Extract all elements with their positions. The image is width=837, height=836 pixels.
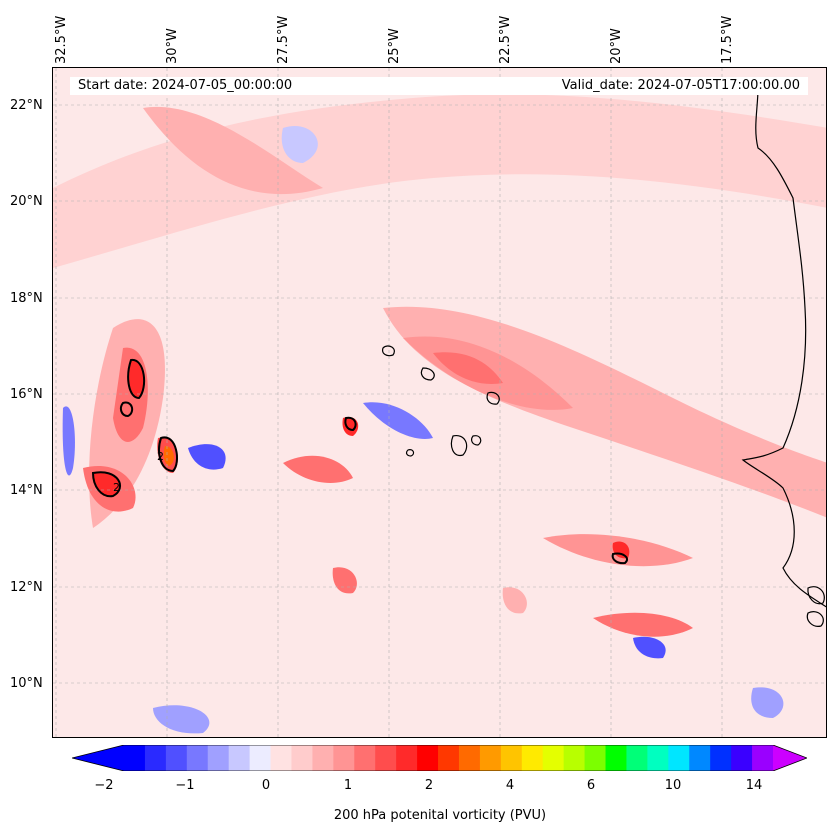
colorbar-segment — [354, 745, 376, 771]
lat-label-18n: 18°N — [10, 291, 43, 306]
pv-2-contours — [91, 359, 629, 565]
colorbar-tick: 1 — [343, 778, 353, 793]
lat-label-22n: 22°N — [10, 98, 43, 113]
colorbar-tick: 0 — [261, 778, 271, 793]
colorbar-segment — [605, 745, 627, 771]
colorbar-segment — [228, 745, 251, 771]
colorbar-segment — [249, 745, 272, 771]
lon-label-30w: 30°W — [165, 28, 180, 64]
lat-label-16n: 16°N — [10, 387, 43, 402]
colorbar-segment — [186, 745, 209, 771]
lat-label-10n: 10°N — [10, 676, 43, 691]
colorbar-segment — [124, 745, 146, 771]
lon-label-25w: 25°W — [387, 28, 402, 64]
map-panel: 2 2 — [52, 67, 827, 738]
lat-label-14n: 14°N — [10, 483, 43, 498]
map-info-bar: Start date: 2024-07-05_00:00:00 Valid_da… — [70, 77, 808, 95]
colorbar-segment — [333, 745, 355, 771]
colorbar-segment — [438, 745, 460, 771]
coastline — [382, 87, 826, 627]
colorbar-segment — [144, 745, 167, 771]
colorbar-tick: 10 — [664, 778, 682, 793]
valid-date-label: Valid_date: 2024-07-05T17:00:00.00 — [561, 78, 800, 93]
colorbar — [71, 744, 809, 772]
colorbar-segment — [584, 745, 607, 771]
pv-field-map: 2 2 — [53, 68, 826, 737]
colorbar-segment — [647, 745, 669, 771]
contour-label: 2 — [113, 481, 120, 494]
colorbar-svg — [71, 744, 809, 772]
colorbar-segment — [291, 745, 313, 771]
lon-label-20w: 20°W — [609, 28, 624, 64]
colorbar-under-arrow — [72, 745, 124, 771]
colorbar-segment — [312, 745, 334, 771]
colorbar-tick: −1 — [175, 778, 195, 793]
contour-label: 2 — [157, 450, 164, 463]
colorbar-segment — [689, 745, 711, 771]
colorbar-tick: 14 — [745, 778, 763, 793]
colorbar-segment — [479, 745, 502, 771]
colorbar-tick: 4 — [505, 778, 515, 793]
colorbar-segment — [626, 745, 648, 771]
start-date-label: Start date: 2024-07-05_00:00:00 — [78, 78, 293, 93]
colorbar-segment — [521, 745, 544, 771]
colorbar-segment — [500, 745, 523, 771]
lon-label-22.5w: 22.5°W — [498, 15, 513, 64]
colorbar-segment — [731, 745, 753, 771]
lat-label-20n: 20°N — [10, 194, 43, 209]
colorbar-title: 200 hPa potenital vorticity (PVU) — [333, 808, 547, 823]
lat-label-12n: 12°N — [10, 580, 43, 595]
colorbar-segment — [542, 745, 565, 771]
colorbar-segment — [165, 745, 188, 771]
colorbar-segment — [375, 745, 397, 771]
colorbar-segment — [417, 745, 439, 771]
colorbar-segment — [752, 745, 774, 771]
colorbar-tick: 2 — [424, 778, 434, 793]
colorbar-over-arrow — [773, 745, 807, 771]
colorbar-tick: 6 — [586, 778, 596, 793]
colorbar-segment — [710, 745, 732, 771]
colorbar-segment — [563, 745, 586, 771]
lon-label-17.5w: 17.5°W — [720, 15, 735, 64]
colorbar-segment — [207, 745, 230, 771]
lon-label-27.5w: 27.5°W — [276, 15, 291, 64]
colorbar-segment — [668, 745, 690, 771]
lon-label-32.5w: 32.5°W — [54, 15, 69, 64]
colorbar-tick: −2 — [94, 778, 114, 793]
colorbar-segment — [396, 745, 418, 771]
colorbar-segment — [458, 745, 481, 771]
colorbar-segment — [270, 745, 292, 771]
